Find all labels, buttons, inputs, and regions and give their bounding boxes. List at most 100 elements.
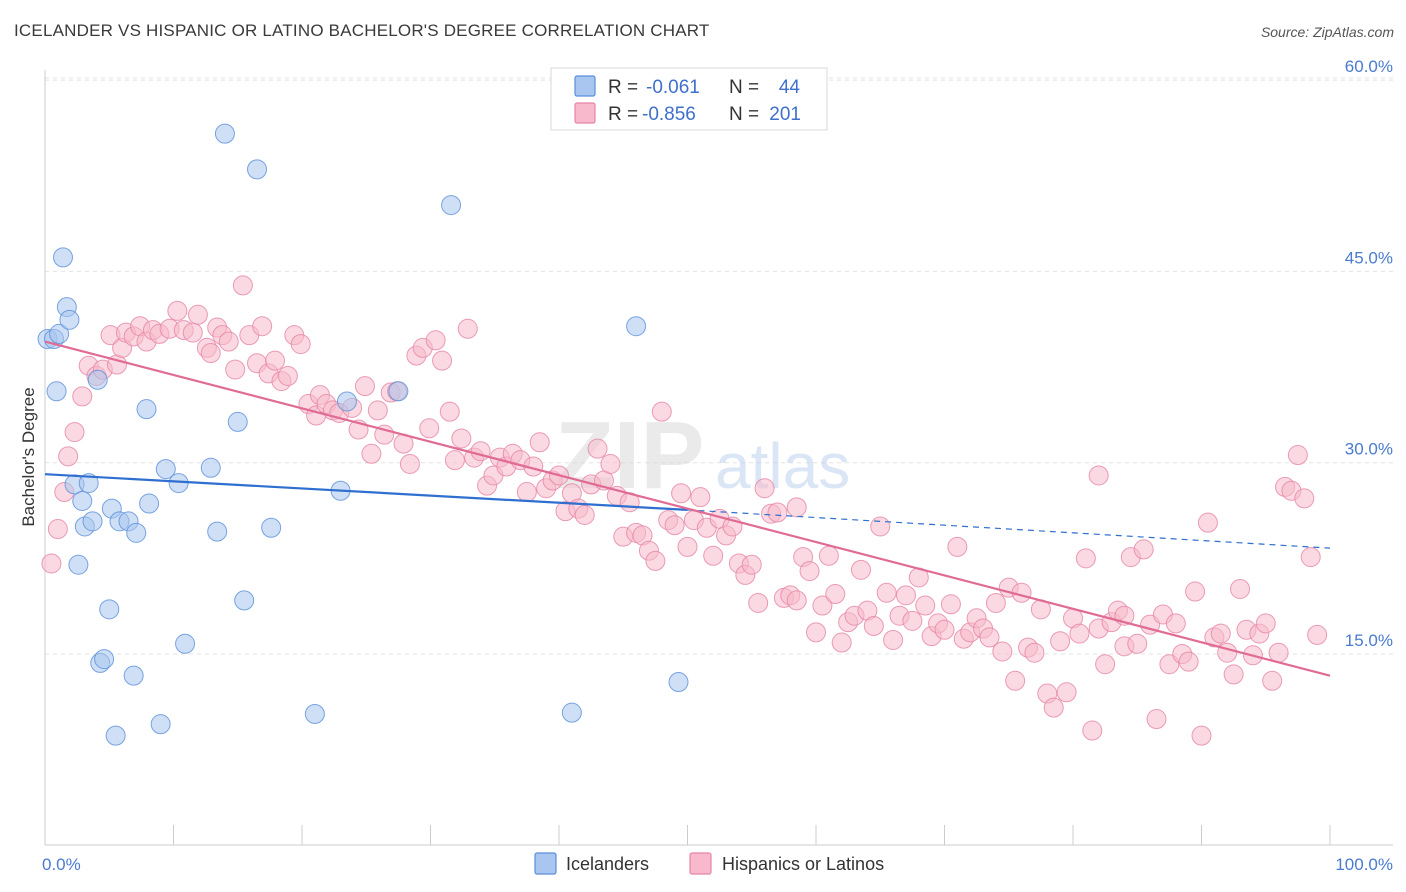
legend-swatch-icelanders bbox=[574, 75, 596, 97]
hispanic-point bbox=[645, 550, 666, 571]
legend-n-label: N = bbox=[729, 77, 759, 98]
hispanic-point bbox=[799, 561, 820, 582]
legend-box: R = -0.061 N = 44 R = -0.856 N = 201 bbox=[550, 67, 828, 131]
hispanic-point bbox=[831, 632, 852, 653]
hispanic-point bbox=[1005, 670, 1026, 691]
icelander-point bbox=[72, 490, 93, 511]
watermark-atlas: atlas bbox=[715, 430, 850, 502]
hispanic-point bbox=[1300, 547, 1321, 568]
hispanic-point bbox=[200, 343, 221, 364]
hispanic-point bbox=[812, 595, 833, 616]
hispanic-point bbox=[1043, 697, 1064, 718]
icelander-point bbox=[59, 309, 80, 330]
hispanic-point bbox=[182, 322, 203, 343]
hispanic-point bbox=[741, 554, 762, 575]
icelander-point bbox=[82, 511, 103, 532]
hispanic-point bbox=[671, 483, 692, 504]
icelander-point bbox=[94, 649, 115, 670]
icelander-point bbox=[336, 391, 357, 412]
hispanic-point bbox=[1127, 633, 1148, 654]
hispanic-point bbox=[1185, 581, 1206, 602]
hispanic-point bbox=[587, 438, 608, 459]
icelander-point bbox=[46, 381, 67, 402]
icelander-point bbox=[78, 473, 99, 494]
y-tick-label: 60.0% bbox=[1345, 57, 1393, 76]
icelander-point bbox=[49, 323, 70, 344]
hispanic-point bbox=[651, 401, 672, 422]
hispanic-point bbox=[354, 376, 375, 397]
icelander-point bbox=[626, 316, 647, 337]
hispanic-point bbox=[187, 304, 208, 325]
y-tick-label: 45.0% bbox=[1345, 248, 1393, 267]
hispanic-point bbox=[1191, 725, 1212, 746]
icelander-point bbox=[126, 522, 147, 543]
hispanic-point bbox=[72, 386, 93, 407]
hispanic-point bbox=[1223, 664, 1244, 685]
icelander-point bbox=[441, 195, 462, 216]
icelander-point bbox=[200, 457, 221, 478]
hispanic-point bbox=[58, 446, 79, 467]
bottom-legend-label-hispanics: Hispanics or Latinos bbox=[722, 854, 884, 874]
hispanic-point bbox=[1133, 539, 1154, 560]
hispanic-point bbox=[748, 592, 769, 613]
icelander-point bbox=[214, 123, 235, 144]
y-tick-label: 15.0% bbox=[1345, 631, 1393, 650]
hispanic-point bbox=[1255, 613, 1276, 634]
hispanic-point bbox=[1230, 578, 1251, 599]
icelander-point bbox=[561, 702, 582, 723]
grid-lines bbox=[45, 77, 1393, 655]
hispanic-point bbox=[947, 536, 968, 557]
hispanic-point bbox=[1088, 465, 1109, 486]
icelanders-trend-extension bbox=[687, 509, 1331, 549]
hispanic-point bbox=[1050, 631, 1071, 652]
legend-r-value: -0.061 bbox=[646, 77, 700, 98]
hispanic-point bbox=[419, 418, 440, 439]
icelander-point bbox=[150, 714, 171, 735]
hispanic-point bbox=[1294, 488, 1315, 509]
hispanic-point bbox=[786, 497, 807, 518]
hispanic-point bbox=[1082, 720, 1103, 741]
icelander-point bbox=[68, 554, 89, 575]
hispanic-point bbox=[425, 330, 446, 351]
legend-r-label: R = bbox=[608, 104, 638, 125]
hispanic-point bbox=[677, 536, 698, 557]
icelander-point bbox=[234, 590, 255, 611]
hispanic-point bbox=[1178, 651, 1199, 672]
hispanic-point bbox=[64, 422, 85, 443]
hispanic-point bbox=[940, 594, 961, 615]
hispanic-point bbox=[1210, 623, 1231, 644]
chart-title: ICELANDER VS HISPANIC OR LATINO BACHELOR… bbox=[14, 21, 710, 40]
hispanic-point bbox=[818, 545, 839, 566]
hispanic-point bbox=[985, 592, 1006, 613]
legend-n-label: N = bbox=[729, 104, 759, 125]
legend-r-value: -0.856 bbox=[642, 104, 696, 125]
axes bbox=[44, 70, 1393, 846]
legend-swatch-hispanics bbox=[574, 102, 596, 124]
hispanic-point bbox=[1069, 623, 1090, 644]
bottom-legend-label-icelanders: Icelanders bbox=[566, 854, 649, 874]
icelander-point bbox=[227, 411, 248, 432]
hispanic-point bbox=[664, 515, 685, 536]
hispanic-point bbox=[41, 553, 62, 574]
hispanic-point bbox=[439, 401, 460, 422]
hispanic-point bbox=[767, 502, 788, 523]
hispanic-point bbox=[457, 318, 478, 339]
hispanic-point bbox=[516, 482, 537, 503]
icelander-point bbox=[261, 517, 282, 538]
hispanic-point bbox=[574, 504, 595, 525]
hispanic-point bbox=[600, 453, 621, 474]
hispanic-point bbox=[47, 519, 68, 540]
hispanic-point bbox=[225, 359, 246, 380]
hispanic-point bbox=[167, 300, 188, 321]
hispanic-point bbox=[703, 545, 724, 566]
hispanic-point bbox=[1165, 613, 1186, 634]
hispanic-point bbox=[1056, 682, 1077, 703]
hispanic-point bbox=[979, 627, 1000, 648]
hispanic-point bbox=[1217, 642, 1238, 663]
icelander-point bbox=[105, 725, 126, 746]
hispanic-point bbox=[825, 584, 846, 605]
hispanic-point bbox=[252, 316, 273, 337]
source-label: Source: ZipAtlas.com bbox=[1260, 24, 1394, 40]
hispanic-point bbox=[895, 585, 916, 606]
